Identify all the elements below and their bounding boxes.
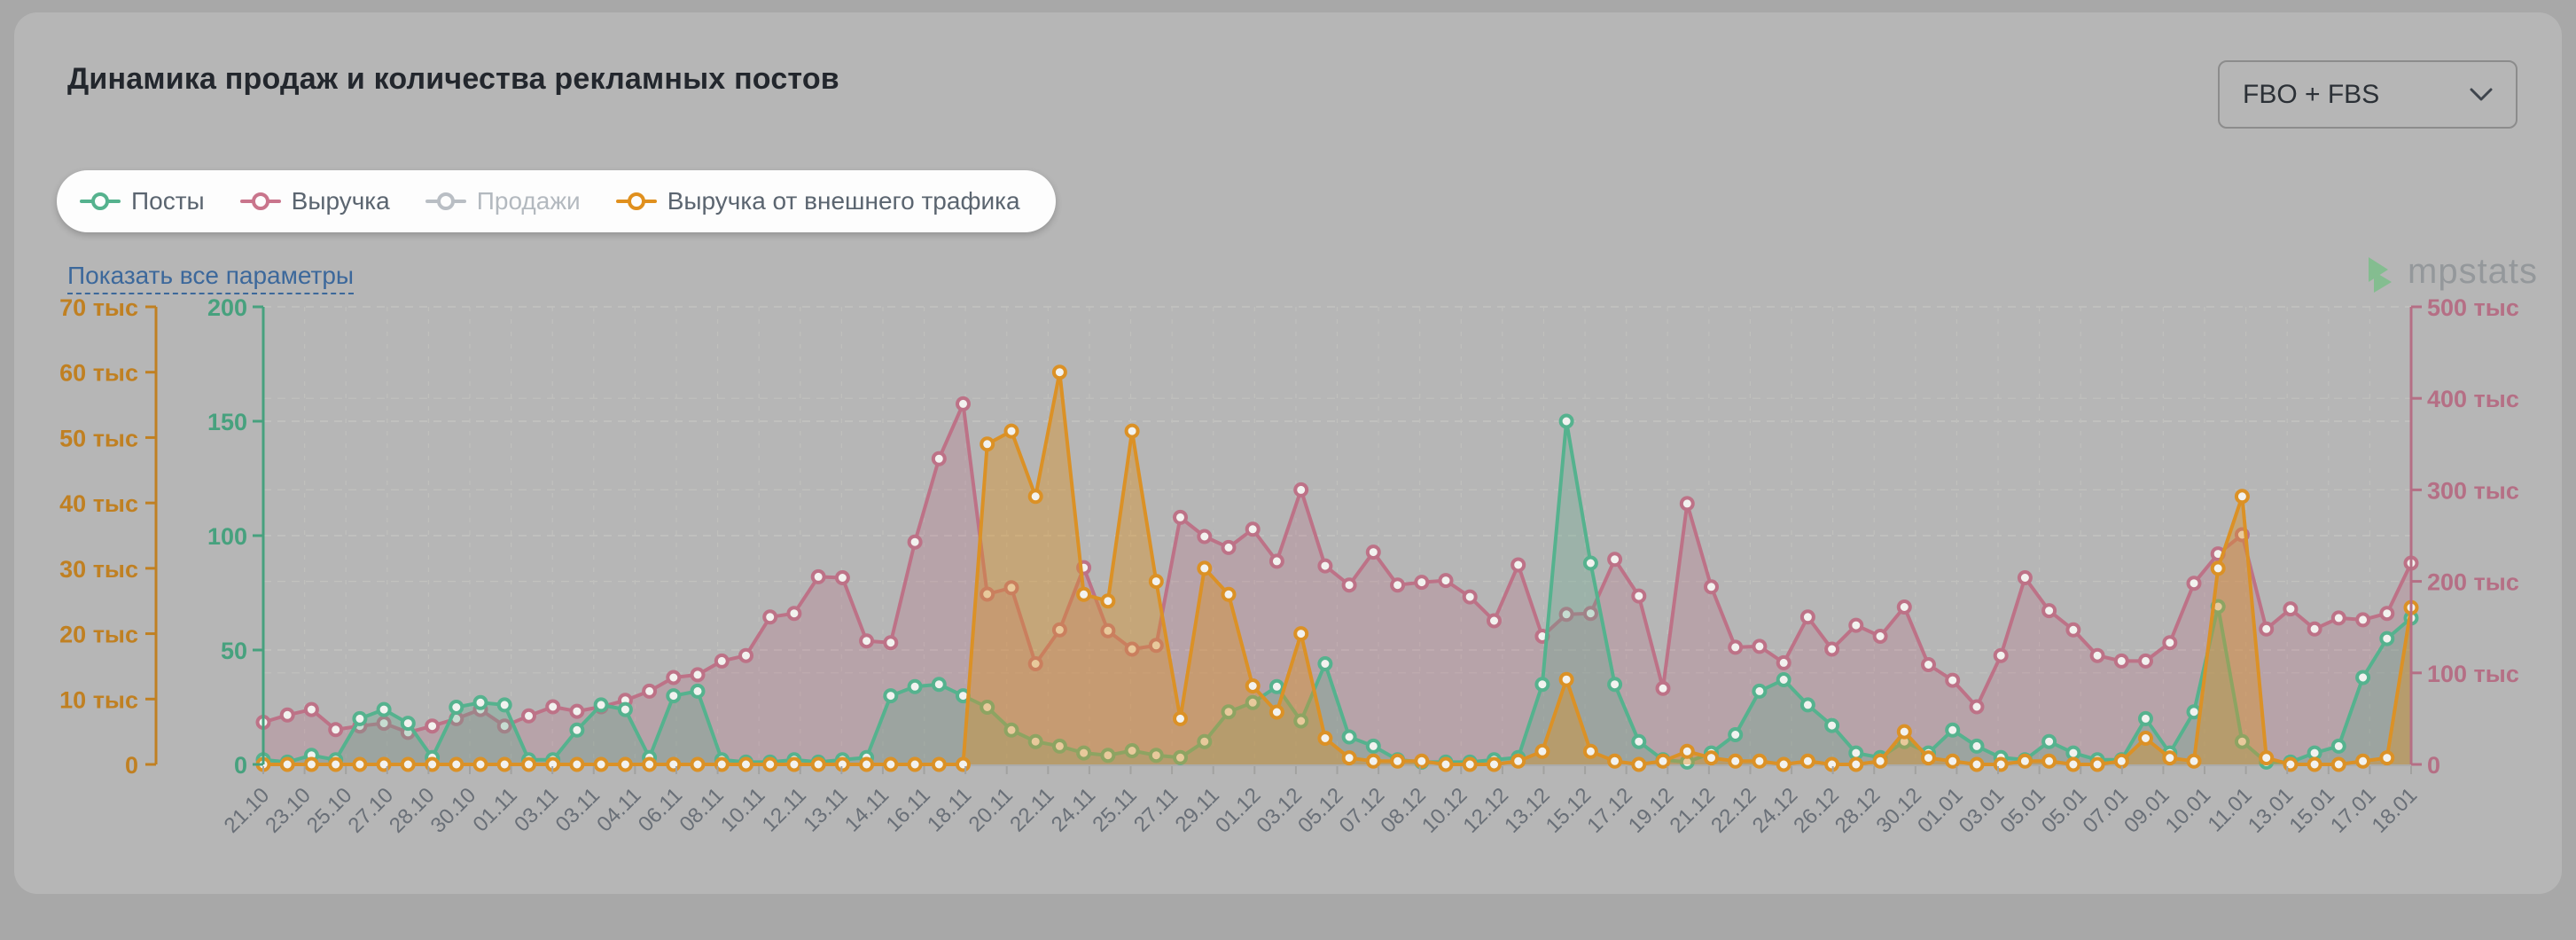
svg-text:01.01: 01.01 <box>1913 783 1968 838</box>
page-title: Динамика продаж и количества рекламных п… <box>67 62 839 96</box>
mpstats-watermark: mpstats <box>2365 250 2538 293</box>
svg-text:25.11: 25.11 <box>1088 783 1141 836</box>
svg-text:25.10: 25.10 <box>302 783 357 838</box>
svg-text:30.12: 30.12 <box>1872 783 1927 838</box>
svg-text:10.01: 10.01 <box>2161 783 2216 838</box>
svg-text:17.01: 17.01 <box>2326 783 2381 838</box>
fbo-fbs-select[interactable]: FBO + FBS <box>2218 60 2517 129</box>
svg-text:04.11: 04.11 <box>592 783 645 836</box>
svg-text:0: 0 <box>125 752 138 779</box>
svg-text:60 тыс: 60 тыс <box>59 360 138 387</box>
svg-text:26.12: 26.12 <box>1789 783 1844 838</box>
svg-text:14.11: 14.11 <box>840 783 894 836</box>
svg-text:23.10: 23.10 <box>261 783 316 838</box>
svg-text:05.01: 05.01 <box>2037 783 2092 838</box>
legend-item-0[interactable]: Посты <box>80 187 205 215</box>
svg-text:07.01: 07.01 <box>2079 783 2134 838</box>
legend-item-2[interactable]: Продажи <box>425 187 581 215</box>
svg-text:24.11: 24.11 <box>1047 783 1100 836</box>
svg-text:19.12: 19.12 <box>1624 783 1679 838</box>
svg-text:11.01: 11.01 <box>2204 783 2257 836</box>
svg-text:0: 0 <box>234 752 247 779</box>
svg-text:15.12: 15.12 <box>1542 783 1596 838</box>
svg-text:08.11: 08.11 <box>675 783 728 836</box>
svg-text:17.12: 17.12 <box>1582 783 1637 838</box>
svg-text:01.12: 01.12 <box>1211 783 1266 838</box>
svg-text:10 тыс: 10 тыс <box>59 686 138 713</box>
svg-text:01.11: 01.11 <box>469 783 522 836</box>
svg-text:20.11: 20.11 <box>964 783 1018 836</box>
legend-label: Выручка от внешнего трафика <box>667 187 1020 215</box>
svg-text:03.12: 03.12 <box>1253 783 1308 838</box>
svg-text:22.12: 22.12 <box>1706 783 1761 838</box>
svg-text:12.11: 12.11 <box>758 783 811 836</box>
svg-text:29.11: 29.11 <box>1171 783 1224 836</box>
svg-text:10.11: 10.11 <box>716 783 769 836</box>
svg-text:13.12: 13.12 <box>1500 783 1555 838</box>
legend-marker-icon <box>425 192 466 211</box>
svg-text:05.01: 05.01 <box>1995 783 2050 838</box>
svg-text:200: 200 <box>207 294 247 321</box>
svg-text:13.01: 13.01 <box>2244 783 2299 838</box>
svg-text:28.10: 28.10 <box>385 783 440 838</box>
svg-text:30 тыс: 30 тыс <box>59 556 138 583</box>
show-all-params-link[interactable]: Показать все параметры <box>67 262 355 294</box>
svg-text:24.12: 24.12 <box>1748 783 1803 838</box>
svg-text:10.12: 10.12 <box>1417 783 1472 838</box>
svg-text:07.12: 07.12 <box>1335 783 1390 838</box>
svg-text:18.01: 18.01 <box>2368 783 2423 838</box>
svg-text:27.11: 27.11 <box>1129 783 1183 836</box>
svg-text:100: 100 <box>207 523 247 550</box>
chevron-down-icon <box>2470 88 2493 100</box>
svg-text:13.11: 13.11 <box>799 783 852 836</box>
svg-text:20 тыс: 20 тыс <box>59 622 138 648</box>
svg-text:16.11: 16.11 <box>881 783 934 836</box>
legend-item-1[interactable]: Выручка <box>239 187 390 215</box>
select-value: FBO + FBS <box>2243 79 2380 109</box>
svg-text:03.11: 03.11 <box>510 783 563 836</box>
svg-text:03.11: 03.11 <box>551 783 605 836</box>
svg-text:18.11: 18.11 <box>923 783 976 836</box>
svg-text:12.12: 12.12 <box>1459 783 1514 838</box>
legend-label: Выручка <box>291 187 390 215</box>
svg-text:100 тыс: 100 тыс <box>2427 661 2519 687</box>
svg-text:400 тыс: 400 тыс <box>2427 386 2519 412</box>
svg-text:30.10: 30.10 <box>426 783 481 838</box>
svg-text:15.01: 15.01 <box>2284 783 2339 838</box>
svg-text:150: 150 <box>207 409 247 435</box>
legend-label: Продажи <box>476 187 581 215</box>
legend-item-3[interactable]: Выручка от внешнего трафика <box>615 187 1020 215</box>
svg-text:08.12: 08.12 <box>1376 783 1431 838</box>
svg-text:27.10: 27.10 <box>343 783 398 838</box>
svg-text:09.01: 09.01 <box>2119 783 2174 838</box>
svg-text:50: 50 <box>221 638 247 664</box>
svg-text:21.12: 21.12 <box>1666 783 1721 838</box>
svg-text:22.11: 22.11 <box>1005 783 1058 836</box>
mpstats-watermark-text: mpstats <box>2408 251 2539 291</box>
svg-text:300 тыс: 300 тыс <box>2427 477 2519 504</box>
mpstats-logo-icon <box>2369 257 2392 293</box>
svg-text:200 тыс: 200 тыс <box>2427 569 2519 596</box>
svg-text:21.10: 21.10 <box>220 783 275 838</box>
svg-text:03.01: 03.01 <box>1955 783 2010 838</box>
svg-text:06.11: 06.11 <box>634 783 687 836</box>
svg-text:28.12: 28.12 <box>1831 783 1885 838</box>
svg-text:0: 0 <box>2427 752 2440 779</box>
svg-text:40 тыс: 40 тыс <box>59 490 138 517</box>
legend-marker-icon <box>239 192 281 211</box>
svg-text:50 тыс: 50 тыс <box>59 425 138 451</box>
svg-text:05.12: 05.12 <box>1293 783 1348 838</box>
svg-text:70 тыс: 70 тыс <box>59 294 138 321</box>
legend-marker-icon <box>615 192 657 211</box>
legend-label: Посты <box>131 187 205 215</box>
legend-marker-icon <box>80 192 121 211</box>
legend: Посты Выручка Продажи Выручка от внешнего т… <box>57 170 1056 232</box>
svg-text:500 тыс: 500 тыс <box>2427 294 2519 321</box>
